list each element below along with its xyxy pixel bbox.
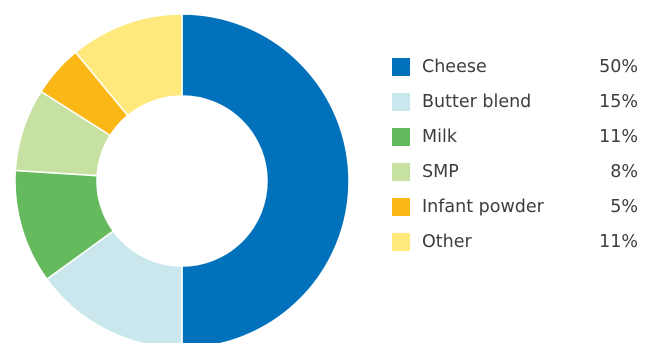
legend-swatch <box>392 58 410 76</box>
legend-swatch <box>392 233 410 251</box>
legend-swatch <box>392 163 410 181</box>
legend-label: Cheese <box>422 57 487 77</box>
legend-value: 5% <box>610 197 638 217</box>
legend-item-butter-blend: Butter blend 15% <box>392 89 642 124</box>
legend-value: 50% <box>599 57 638 77</box>
legend-item-infant-powder: Infant powder 5% <box>392 194 642 229</box>
legend-label: Butter blend <box>422 92 532 112</box>
legend-value: 8% <box>610 162 638 182</box>
legend-swatch <box>392 128 410 146</box>
legend: Cheese 50% Butter blend 15% Milk 11% SMP 8% Infa… <box>392 54 642 264</box>
legend-swatch <box>392 93 410 111</box>
slice-cheese <box>181 13 350 343</box>
legend-value: 11% <box>599 232 638 252</box>
legend-item-other: Other 11% <box>392 229 642 264</box>
legend-value: 11% <box>599 127 638 147</box>
legend-label: Other <box>422 232 472 252</box>
legend-item-smp: SMP 8% <box>392 159 642 194</box>
legend-item-milk: Milk 11% <box>392 124 642 159</box>
donut-chart <box>14 13 350 343</box>
legend-label: Infant powder <box>422 197 544 217</box>
legend-item-cheese: Cheese 50% <box>392 54 642 89</box>
legend-label: SMP <box>422 162 459 182</box>
slice-other <box>74 13 183 117</box>
legend-label: Milk <box>422 127 457 147</box>
legend-value: 15% <box>599 92 638 112</box>
legend-swatch <box>392 198 410 216</box>
